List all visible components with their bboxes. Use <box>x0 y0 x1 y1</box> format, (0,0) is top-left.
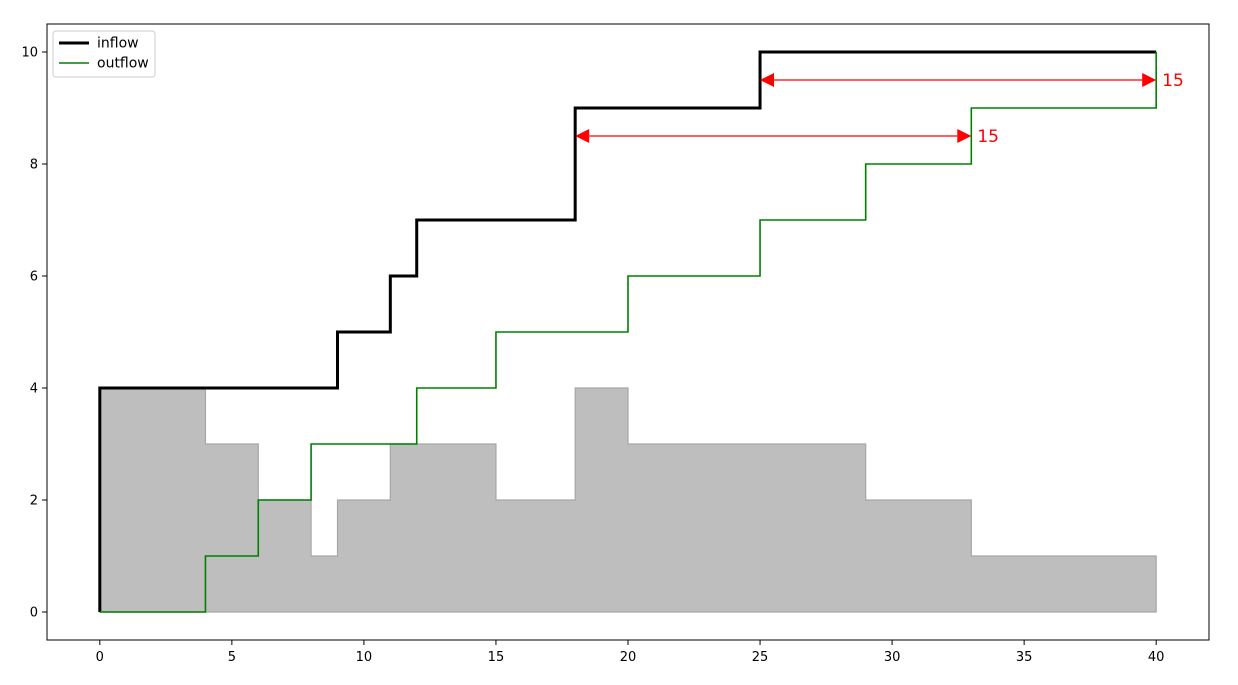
annotation-arrowhead-left <box>575 129 590 143</box>
x-tick-label: 10 <box>356 650 373 665</box>
axes-ticks: 0 5 10 15 20 25 30 35 40 0 2 4 6 8 10 <box>21 23 1210 665</box>
y-tick-label: 8 <box>30 158 38 173</box>
annotation-arrowhead-right <box>957 129 972 143</box>
x-tick-label: 0 <box>96 650 104 665</box>
y-tick-label: 10 <box>21 46 38 61</box>
x-tick-label: 40 <box>1148 650 1165 665</box>
annotation-label: 15 <box>977 127 999 147</box>
x-tick-label: 20 <box>620 650 637 665</box>
y-tick-label: 6 <box>30 270 38 285</box>
x-tick-label: 30 <box>884 650 901 665</box>
series-line-outflow <box>99 52 1157 613</box>
series-line-inflow <box>98 50 1157 612</box>
annotation-arrowhead-right <box>1142 73 1157 87</box>
x-tick-label: 25 <box>752 650 769 665</box>
annotation-label: 15 <box>1162 71 1184 91</box>
x-tick-label: 5 <box>228 650 236 665</box>
y-tick-label: 4 <box>30 382 38 397</box>
x-tick-label: 35 <box>1016 650 1033 665</box>
fill-area <box>99 387 1157 613</box>
x-tick-label: 15 <box>488 650 505 665</box>
legend-inflow-label: inflow <box>97 36 139 52</box>
y-tick-label: 0 <box>30 606 38 621</box>
y-tick-label: 2 <box>30 494 38 509</box>
annotation-arrowhead-left <box>760 73 775 87</box>
legend-outflow-label: outflow <box>97 56 149 72</box>
legend: inflow outflow <box>52 30 156 78</box>
